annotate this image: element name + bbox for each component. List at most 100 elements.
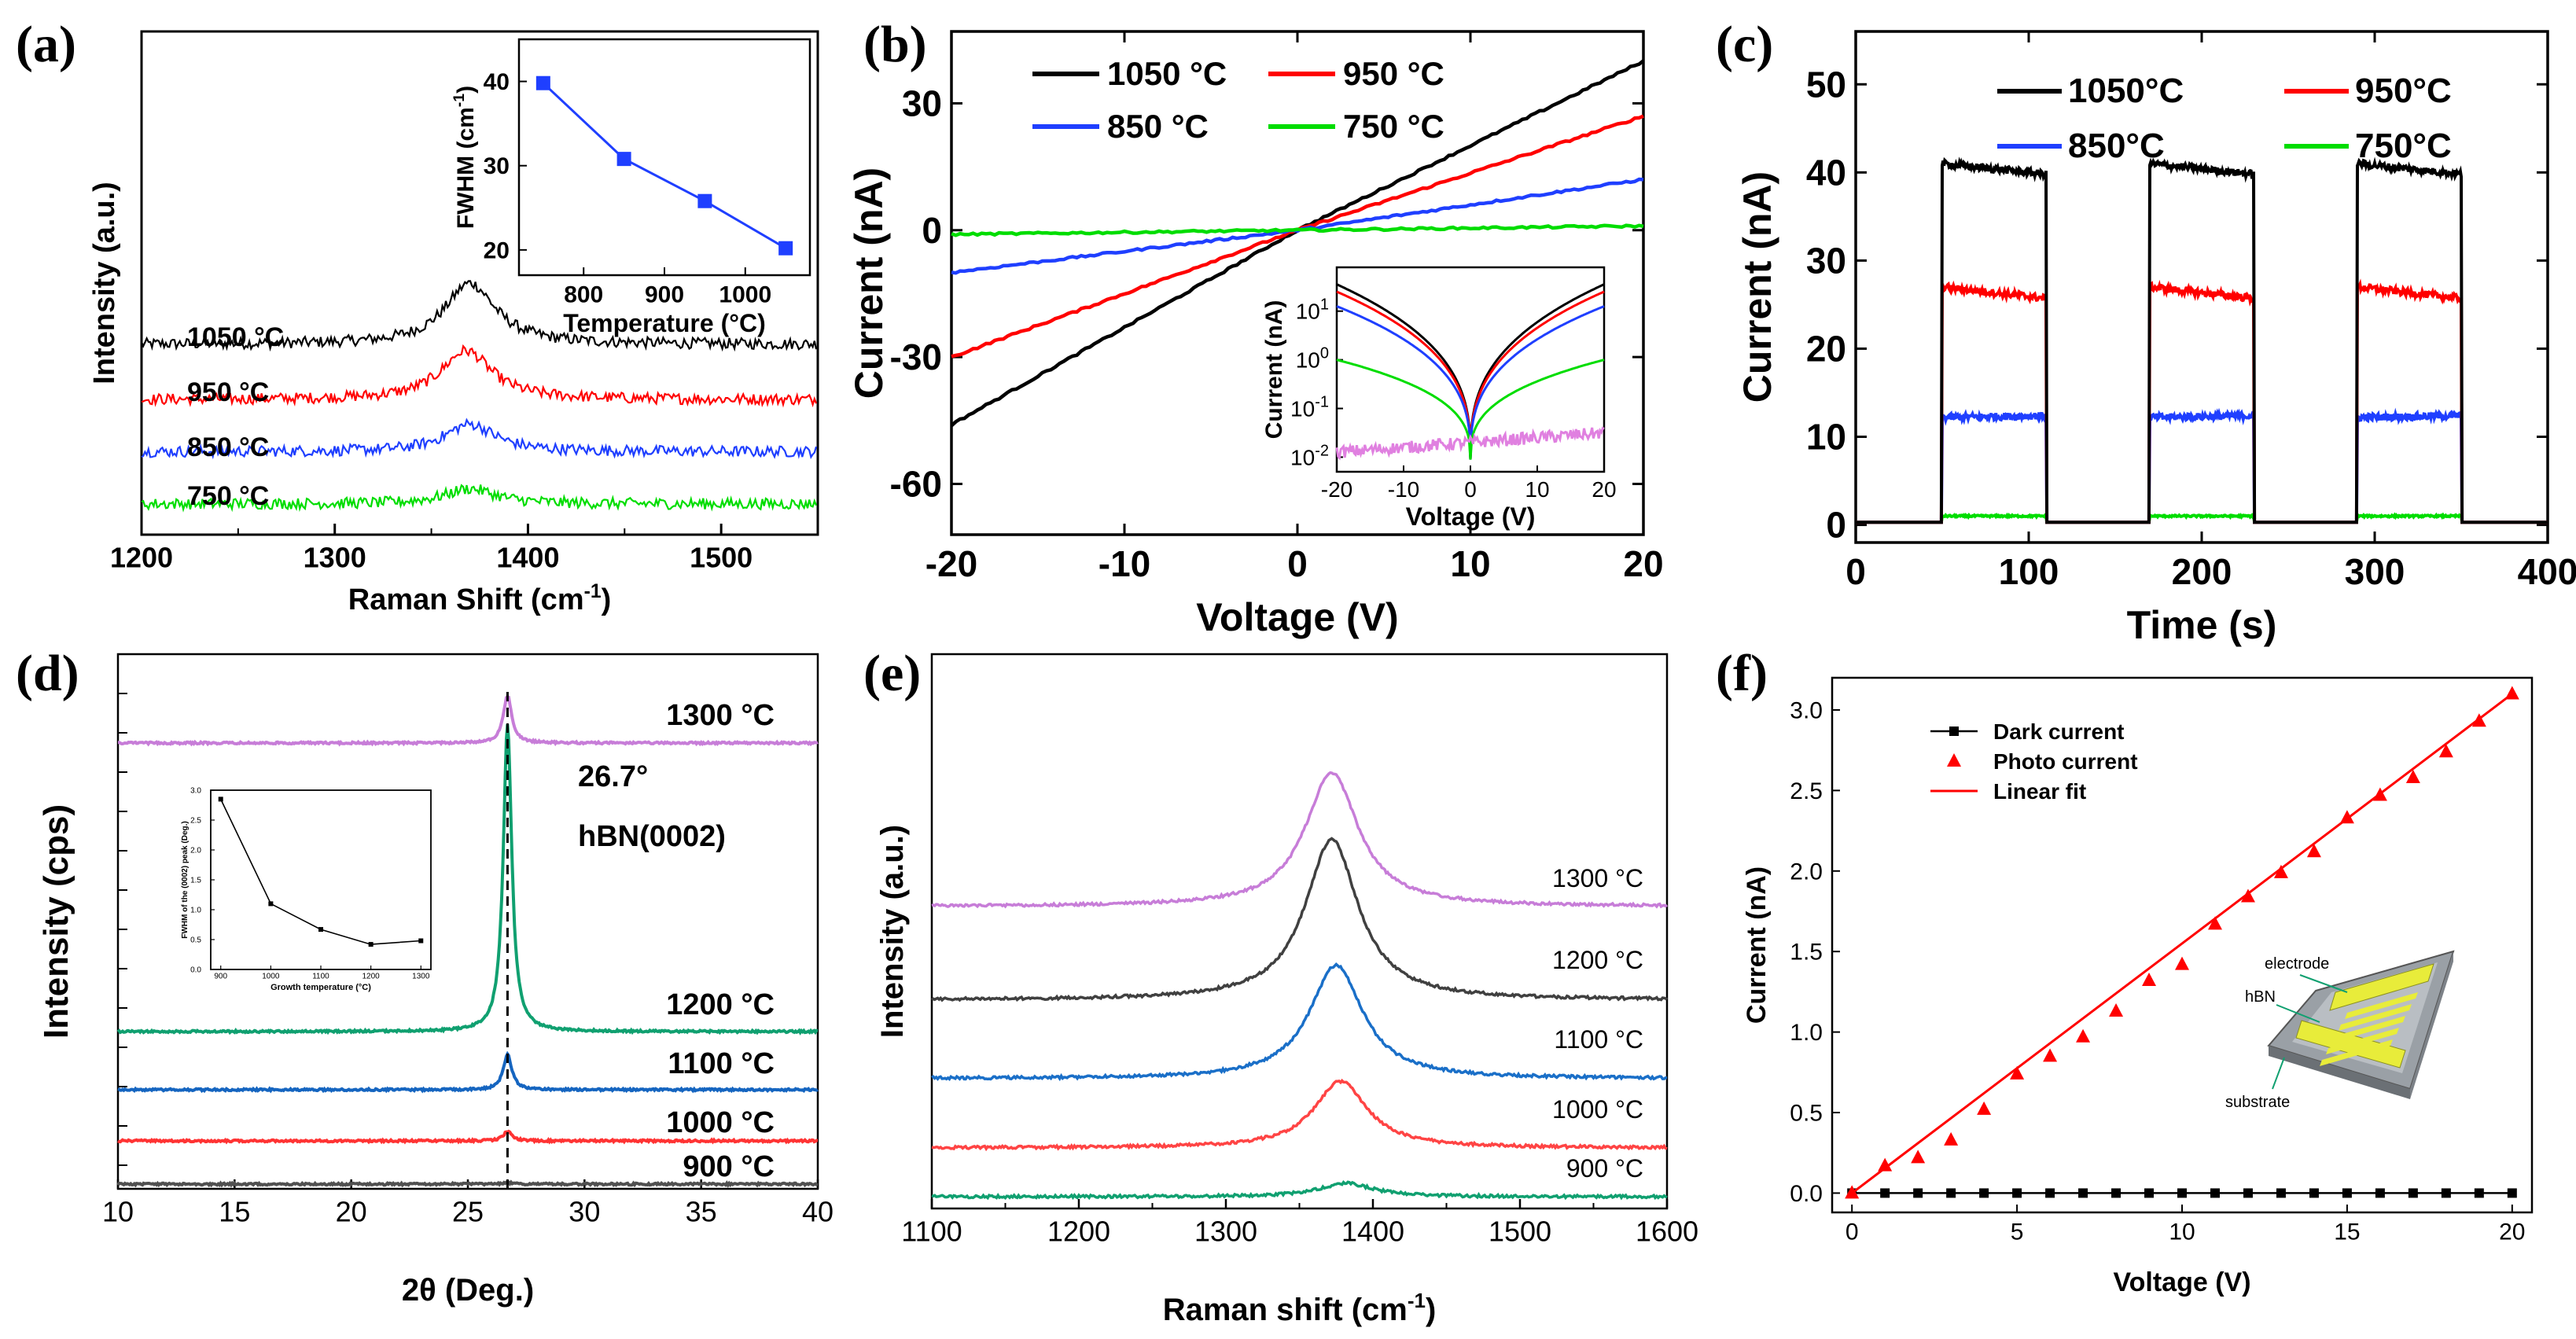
x-tick-label: 800 [564,282,603,308]
dark-current-point [2276,1188,2286,1198]
callout-line [2276,1004,2320,1023]
y-tick-label: 30 [484,153,510,179]
series-label: 750 °C [187,481,269,511]
inset-x-label: Voltage (V) [1406,502,1536,531]
device-label: electrode [2265,955,2329,973]
series-label: 1100 °C [668,1047,775,1080]
x-tick-label: -20 [926,543,977,584]
dark-current-point [2507,1188,2517,1198]
legend-label: 750°C [2355,127,2452,165]
series-line [931,771,1668,909]
inset-y-label: Current (nA) [1261,300,1287,440]
photo-current-point [2471,713,2486,727]
peak-annotation: 26.7° [578,760,648,793]
x-tick-label: 400 [2518,551,2576,592]
legend-label: 950°C [2355,72,2452,110]
inset-point [418,938,424,944]
series-label: 1300 °C [1552,864,1643,892]
panel-f: (f) 0 5 10 15 20 0.0 0.5 1.0 1.5 2.0 2.5 3.0 Voltage … [1716,645,2534,1297]
photo-current-point [2438,744,2453,758]
series-line [140,280,818,352]
x-tick-label: 15 [219,1195,250,1227]
inset-frame [517,38,811,277]
y-tick-label: 3.0 [1790,697,1823,723]
x-tick-label: -20 [1321,477,1352,502]
inset-y-label: FWHM of the (0002) peak (Deg.) [181,821,190,938]
x-tick-label: 0 [1464,477,1477,502]
x-tick-label: 1200 [110,541,173,573]
series-label: 1200 °C [1552,946,1643,974]
inset-x-label: Temperature (°C) [563,309,766,337]
y-tick-label: 100 [1296,345,1329,373]
x-axis-label: Voltage (V) [2113,1267,2250,1297]
dark-current-point [2408,1188,2418,1198]
plot-frame [140,30,819,536]
series-line [1856,512,2548,524]
photo-current-point [2207,916,2222,930]
inset-x-label: Growth temperature (°C) [270,983,371,992]
series-line [116,1179,819,1188]
photo-current-point [2504,686,2519,700]
y-tick-label: 40 [1806,152,1846,193]
y-tick-label: 0.5 [190,936,201,945]
x-tick-label: 10 [1450,543,1490,584]
x-tick-label: 0 [1287,543,1308,584]
x-tick-label: 5 [2011,1219,2024,1245]
legend-label: Dark current [1993,719,2125,744]
y-tick-label: 2.5 [190,817,201,826]
photo-current-point [1944,1131,1959,1146]
photo-current-point [2142,973,2157,987]
y-tick-label: 1.0 [190,907,201,915]
x-tick-label: 900 [214,973,227,981]
dark-current-point [2177,1188,2187,1198]
x-tick-label: -10 [1098,543,1150,584]
fit-line [1851,693,2513,1194]
series-label: 1050 °C [187,322,284,352]
x-tick-label: 1300 [412,973,430,981]
x-tick-label: 1000 [719,282,771,308]
x-tick-label: 15 [2334,1219,2360,1245]
series-line [931,1180,1668,1201]
series-line [931,1078,1668,1152]
y-tick-label: 20 [1806,329,1846,370]
inset-point [535,75,550,90]
electrode-finger [2345,992,2418,1019]
photo-current-point [2240,888,2255,903]
dark-current-point [2243,1188,2253,1198]
series-line [141,418,818,460]
y-tick-label: 50 [1806,64,1846,105]
x-tick-label: 10 [2169,1219,2195,1245]
y-tick-label: 1.5 [1790,940,1823,966]
x-tick-label: 20 [2499,1219,2525,1245]
series-label: 900 °C [683,1150,775,1183]
series-label: 1000 °C [1552,1095,1643,1124]
y-tick-label: 0 [1826,505,1846,546]
y-tick-label: 0.5 [1790,1101,1823,1127]
x-tick-label: 300 [2345,551,2405,592]
y-tick-label: 10-2 [1290,442,1329,469]
y-tick-label: 2.5 [1790,778,1823,804]
panel-label: (c) [1716,16,1773,73]
series-line [1856,156,2548,524]
y-tick-label: 2.0 [1790,859,1823,885]
y-axis-label: Current (nA) [1735,171,1779,403]
y-axis-label: Intensity (a.u.) [88,182,121,384]
device-schematic: electrode hBN substrate [2225,950,2455,1111]
y-tick-label: 101 [1296,296,1329,324]
substrate-side [2410,951,2453,1099]
photo-current-point [2043,1048,2058,1062]
x-tick-label: 10 [1525,477,1549,502]
photo-current-point [2175,956,2189,970]
inset-line [542,82,786,249]
y-tick-label: 40 [484,69,510,95]
dark-current-point [2342,1188,2352,1198]
x-tick-label: 20 [336,1195,367,1227]
dark-current-point [1946,1188,1956,1198]
y-tick-label: 1.0 [1790,1020,1823,1046]
dark-current-point [1880,1188,1890,1198]
inset-point [218,796,223,802]
panel-d: (d) 10 15 20 25 30 35 40 2θ (Deg.) Intensity (cps… [16,645,834,1308]
y-tick-label: 0 [922,210,942,251]
dark-current-point [2309,1188,2319,1198]
x-tick-label: 30 [569,1195,600,1227]
